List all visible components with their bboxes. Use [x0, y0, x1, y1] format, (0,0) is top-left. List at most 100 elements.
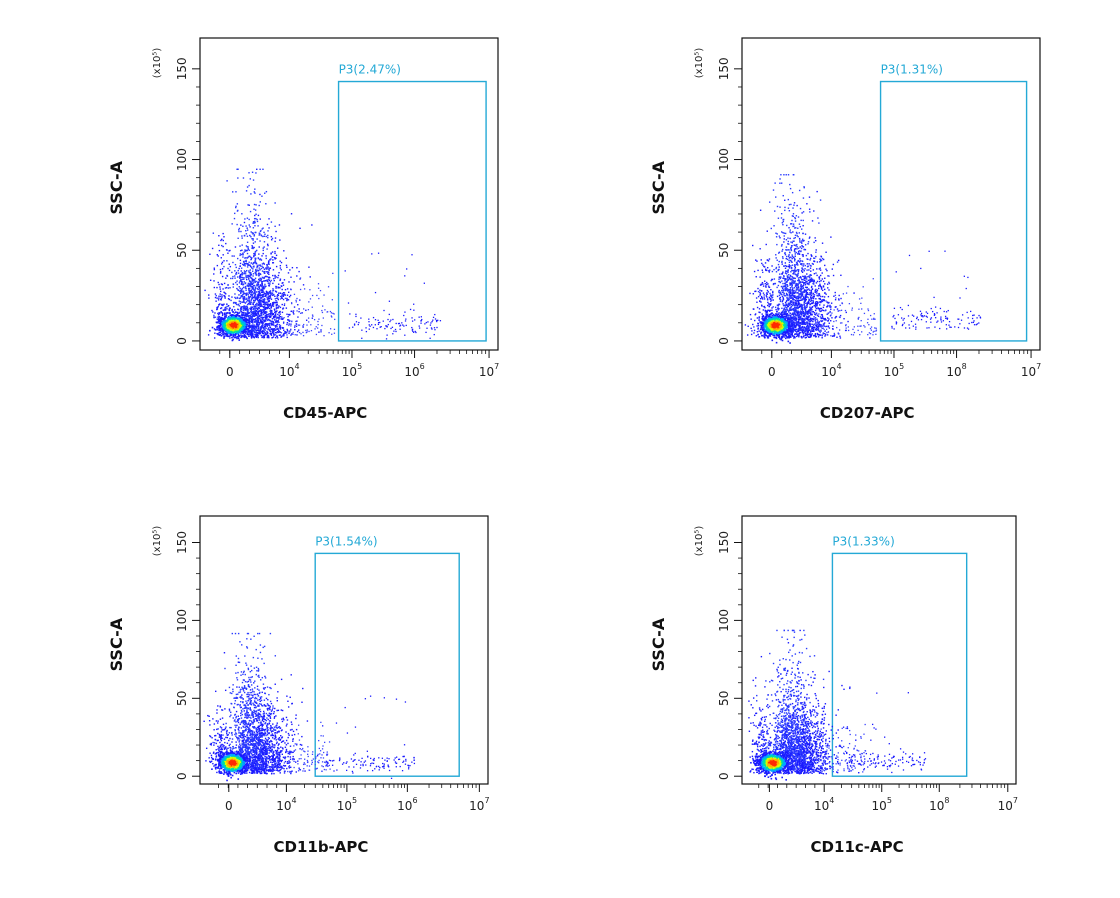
event-dot — [221, 245, 222, 246]
event-dot — [251, 317, 252, 318]
event-dot — [241, 321, 243, 323]
event-dot — [234, 293, 235, 294]
event-dot — [238, 321, 240, 323]
event-dot — [263, 296, 264, 297]
event-dot — [215, 329, 217, 331]
event-dot — [291, 302, 292, 303]
event-dot — [231, 272, 232, 273]
event-dot — [820, 299, 821, 300]
event-dot — [809, 333, 810, 334]
event-dot — [240, 265, 241, 266]
event-dot — [258, 215, 259, 216]
event-dot — [220, 308, 221, 309]
event-dot — [246, 233, 247, 234]
event-dot — [298, 324, 299, 325]
event-dot — [228, 295, 229, 296]
event-dot — [283, 299, 284, 300]
event-dot — [232, 278, 233, 279]
event-dot — [275, 332, 276, 333]
event-dot — [334, 319, 335, 320]
event-dot — [754, 291, 755, 292]
event-dot — [245, 306, 246, 307]
event-dot — [815, 298, 816, 299]
event-dot — [817, 333, 818, 334]
event-dot — [221, 263, 222, 264]
event-dot — [246, 276, 247, 277]
event-dot — [244, 270, 245, 271]
event-dot — [788, 207, 789, 208]
event-dot — [375, 292, 376, 293]
event-dot — [811, 303, 812, 304]
event-dot — [775, 307, 776, 308]
event-dot — [250, 236, 251, 237]
event-dot — [756, 325, 757, 326]
event-dot — [829, 323, 830, 324]
event-dot — [259, 267, 260, 268]
event-dot — [254, 327, 255, 328]
event-dot — [275, 237, 276, 238]
event-dot — [287, 322, 288, 323]
event-dot — [271, 239, 272, 240]
event-dot — [810, 254, 811, 255]
event-dot — [783, 299, 784, 300]
event-dot — [406, 325, 407, 326]
event-dot — [810, 318, 811, 319]
event-dot — [224, 336, 225, 337]
event-dot — [233, 316, 235, 318]
event-dot — [272, 293, 273, 294]
event-dot — [257, 285, 258, 286]
event-dot — [238, 339, 240, 341]
event-dot — [804, 326, 805, 327]
event-dot — [244, 317, 246, 319]
event-dot — [236, 224, 237, 225]
event-dot — [239, 275, 240, 276]
event-dot — [218, 284, 219, 285]
event-dot — [272, 329, 273, 330]
event-dot — [274, 309, 275, 310]
event-dot — [276, 308, 277, 309]
event-dot — [431, 328, 432, 329]
event-dot — [790, 257, 791, 258]
event-dot — [286, 298, 287, 299]
event-dot — [810, 329, 811, 330]
event-dot — [816, 282, 817, 283]
event-dot — [272, 275, 273, 276]
event-dot — [819, 284, 820, 285]
event-dot — [390, 320, 391, 321]
event-dot — [215, 300, 216, 301]
event-dot — [784, 200, 785, 201]
event-dot — [770, 304, 771, 305]
event-dot — [426, 322, 427, 323]
event-dot — [332, 299, 333, 300]
event-dot — [283, 284, 284, 285]
event-dot — [265, 295, 266, 296]
event-dot — [294, 325, 295, 326]
event-dot — [399, 329, 400, 330]
event-dot — [261, 322, 262, 323]
event-dot — [266, 301, 267, 302]
event-dot — [263, 304, 264, 305]
event-dot — [812, 328, 813, 329]
event-dot — [253, 280, 254, 281]
event-dot — [785, 262, 786, 263]
event-dot — [220, 269, 221, 270]
event-dot — [436, 320, 437, 321]
event-dot — [786, 225, 787, 226]
event-dot — [248, 299, 249, 300]
x-tick-label: 0 — [768, 365, 776, 379]
event-dot — [779, 183, 780, 184]
event-dot — [232, 276, 233, 277]
event-dot — [283, 335, 284, 336]
event-dot — [812, 220, 813, 221]
event-dot — [252, 311, 253, 312]
event-dot — [434, 327, 435, 328]
event-dot — [267, 320, 268, 321]
event-dot — [798, 253, 799, 254]
event-dot — [221, 333, 222, 334]
event-dot — [763, 292, 764, 293]
event-dot — [806, 299, 807, 300]
event-dot — [788, 306, 789, 307]
event-dot — [252, 297, 253, 298]
event-dot — [240, 253, 241, 254]
event-dot — [264, 326, 265, 327]
